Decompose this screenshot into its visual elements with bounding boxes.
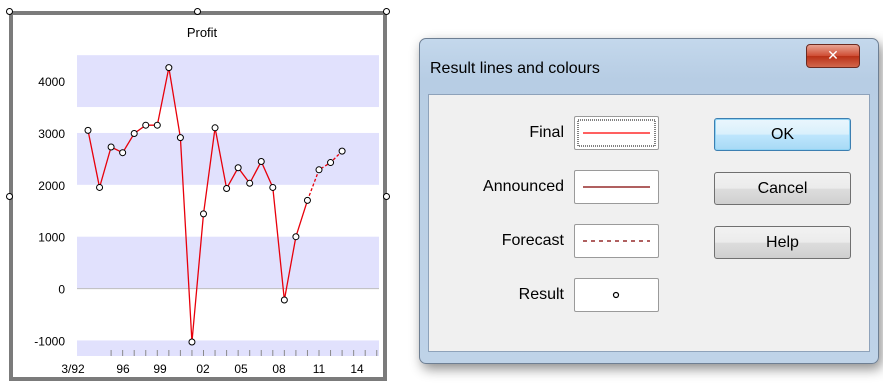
announced-label: Announced	[483, 178, 564, 195]
data-point-marker	[303, 196, 311, 204]
data-point-marker	[107, 143, 115, 151]
resize-handle-top[interactable]	[194, 8, 201, 15]
result-lines-dialog: Result lines and colours ✕ Final Announc…	[419, 38, 879, 364]
data-point-marker	[200, 210, 207, 218]
resize-handle-left[interactable]	[6, 193, 13, 200]
close-icon: ✕	[827, 48, 839, 64]
data-point-marker	[338, 147, 346, 155]
forecast-label: Forecast	[501, 232, 564, 249]
x-tick-label: 99	[153, 362, 167, 376]
data-point-marker	[153, 121, 161, 129]
result-marker-swatch	[612, 291, 620, 299]
y-tick-label: 2000	[38, 179, 65, 193]
announced-line-button[interactable]	[574, 170, 659, 204]
x-tick-label: 08	[272, 362, 286, 376]
chart-band	[77, 340, 379, 356]
x-tick-label: 14	[350, 362, 364, 376]
final-line-button[interactable]	[574, 116, 659, 150]
data-point-marker	[130, 130, 138, 138]
x-tick-label: 96	[116, 362, 130, 376]
forecast-series-line	[306, 150, 343, 201]
data-point-marker	[269, 183, 277, 191]
data-point-marker	[176, 134, 184, 142]
data-point-marker	[234, 164, 242, 172]
data-point-marker	[119, 149, 127, 157]
forecast-line-swatch	[583, 240, 650, 242]
result-label: Result	[518, 286, 564, 303]
data-point-marker	[84, 126, 92, 134]
announced-line-swatch	[583, 186, 650, 188]
data-point-marker	[315, 166, 323, 174]
data-point-marker	[257, 158, 265, 166]
data-point-marker	[188, 338, 196, 346]
dialog-body: Final Announced Forecast Result	[428, 94, 870, 352]
y-tick-label: 4000	[38, 75, 65, 89]
final-line-swatch	[577, 119, 656, 147]
final-series-line	[87, 67, 309, 343]
y-tick-label: 1000	[38, 231, 65, 245]
chart-band	[77, 55, 379, 108]
result-marker-button[interactable]	[574, 278, 659, 312]
data-point-marker	[211, 124, 219, 132]
y-tick-label: 0	[58, 283, 65, 297]
x-tick-label: 3/92	[61, 362, 85, 376]
resize-handle-right[interactable]	[383, 193, 390, 200]
data-point-marker	[246, 179, 254, 187]
ok-button[interactable]: OK	[714, 118, 851, 151]
data-point-marker	[292, 233, 300, 241]
data-point-marker	[280, 296, 288, 304]
x-tick-label: 05	[234, 362, 248, 376]
data-point-marker	[96, 183, 104, 191]
dialog-title: Result lines and colours	[430, 60, 600, 77]
forecast-line-button[interactable]	[574, 224, 659, 258]
chart-band	[77, 236, 379, 289]
chart-title: Profit	[187, 25, 218, 40]
data-point-marker	[327, 159, 335, 167]
cancel-button[interactable]: Cancel	[714, 172, 851, 205]
final-label: Final	[529, 124, 564, 141]
close-button[interactable]: ✕	[806, 44, 860, 68]
profit-chart[interactable]: Profit 4000 3000 2000 1000 0 -1000 3/92 96 99 02…	[9, 11, 387, 381]
x-tick-label: 02	[196, 362, 210, 376]
chart-plot: Profit 4000 3000 2000 1000 0 -1000 3/92 96 99 02…	[34, 25, 379, 376]
data-point-marker	[223, 184, 231, 192]
help-button[interactable]: Help	[714, 226, 851, 259]
resize-handle-top-left[interactable]	[6, 8, 13, 15]
y-tick-label: -1000	[34, 334, 65, 348]
y-tick-label: 3000	[38, 127, 65, 141]
data-point-marker	[165, 64, 173, 72]
data-point-marker	[142, 121, 150, 129]
chart-band	[77, 132, 379, 185]
resize-handle-top-right[interactable]	[383, 8, 390, 15]
x-tick-label: 11	[313, 362, 326, 376]
